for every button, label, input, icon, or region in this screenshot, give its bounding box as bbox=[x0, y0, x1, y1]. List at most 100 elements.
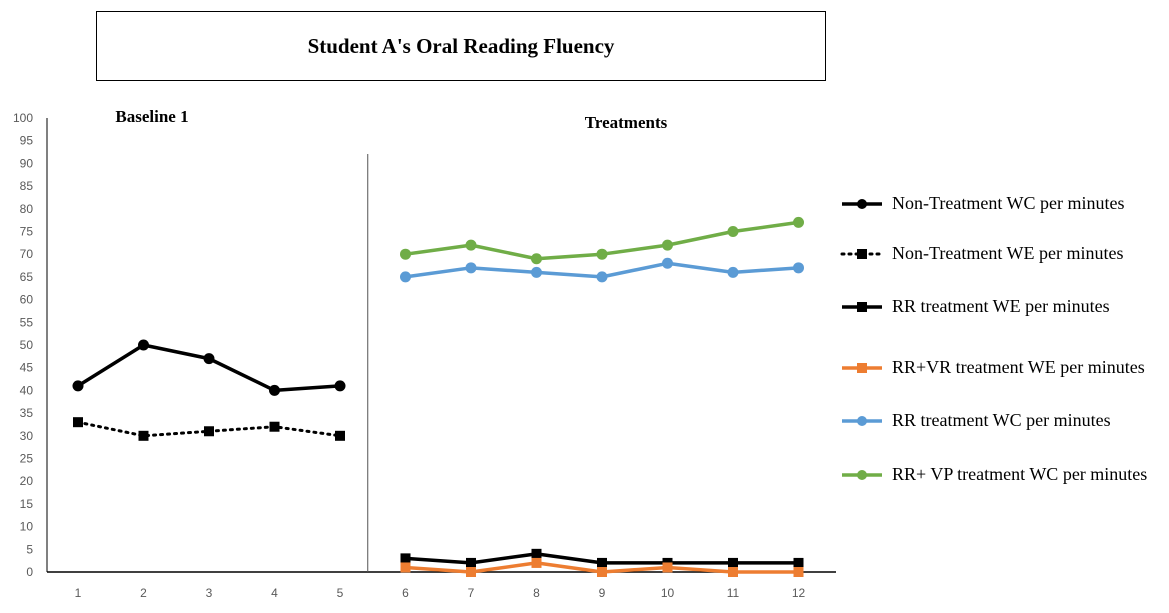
legend-label: Non-Treatment WE per minutes bbox=[892, 243, 1124, 263]
data-point bbox=[466, 557, 476, 568]
y-tick-label: 15 bbox=[20, 497, 34, 511]
legend-item: RR+ VP treatment WC per minutes bbox=[840, 464, 1147, 485]
data-point bbox=[465, 239, 477, 251]
y-tick-label: 100 bbox=[13, 111, 33, 125]
data-point bbox=[793, 567, 804, 577]
series-line bbox=[77, 343, 341, 393]
legend-swatch bbox=[842, 469, 882, 480]
data-point bbox=[596, 271, 608, 283]
data-point bbox=[531, 266, 542, 278]
x-tick-label: 6 bbox=[402, 586, 409, 600]
series-2 bbox=[73, 417, 345, 441]
data-point bbox=[597, 557, 607, 568]
legend-swatch bbox=[842, 301, 882, 312]
legend-swatch bbox=[842, 362, 882, 373]
x-tick-label: 12 bbox=[792, 586, 806, 600]
legend-label: RR treatment WC per minutes bbox=[892, 410, 1111, 430]
y-tick-label: 0 bbox=[26, 565, 33, 579]
phase-label-baseline: Baseline 1 bbox=[115, 107, 188, 126]
data-point bbox=[793, 557, 804, 568]
data-point bbox=[662, 562, 673, 573]
y-tick-label: 90 bbox=[20, 156, 34, 170]
y-tick-label: 35 bbox=[20, 406, 34, 420]
data-point bbox=[793, 262, 804, 274]
series-6 bbox=[400, 216, 804, 265]
data-point bbox=[728, 567, 738, 577]
legend-item: Non-Treatment WC per minutes bbox=[840, 193, 1124, 214]
legend-swatch bbox=[842, 198, 882, 209]
data-point bbox=[662, 257, 673, 269]
y-tick-label: 25 bbox=[20, 452, 34, 466]
data-point bbox=[793, 216, 804, 228]
y-tick-label: 80 bbox=[20, 202, 34, 216]
data-point bbox=[203, 353, 215, 365]
y-tick-label: 45 bbox=[20, 361, 34, 375]
legend-item: Non-Treatment WE per minutes bbox=[840, 243, 1123, 264]
data-point bbox=[400, 248, 411, 260]
data-point bbox=[400, 271, 411, 283]
series-5 bbox=[400, 257, 804, 283]
y-tick-label: 85 bbox=[20, 179, 34, 193]
x-tick-label: 7 bbox=[468, 586, 475, 600]
data-point bbox=[531, 548, 542, 559]
y-tick-label: 20 bbox=[20, 474, 34, 488]
y-tick-label: 70 bbox=[20, 247, 34, 261]
y-tick-label: 30 bbox=[20, 429, 34, 443]
x-tick-label: 4 bbox=[271, 586, 278, 600]
data-point bbox=[662, 239, 673, 251]
x-tick-label: 1 bbox=[75, 586, 82, 600]
y-tick-label: 95 bbox=[20, 134, 34, 148]
data-point bbox=[727, 266, 739, 278]
legend-swatch bbox=[842, 415, 882, 426]
legend-item: RR+VR treatment WE per minutes bbox=[840, 357, 1145, 378]
data-point bbox=[727, 226, 739, 237]
y-tick-label: 55 bbox=[20, 315, 34, 329]
phase-label-treatments: Treatments bbox=[585, 113, 668, 132]
data-point bbox=[72, 380, 84, 392]
series-3 bbox=[400, 548, 804, 568]
legend-label: Non-Treatment WC per minutes bbox=[892, 193, 1125, 213]
y-tick-label: 65 bbox=[20, 270, 34, 284]
x-tick-label: 3 bbox=[206, 586, 213, 600]
legend-label: RR+ VP treatment WC per minutes bbox=[892, 464, 1148, 484]
y-tick-label: 50 bbox=[20, 338, 34, 352]
data-point bbox=[73, 417, 83, 428]
x-tick-label: 2 bbox=[140, 586, 147, 600]
y-tick-label: 10 bbox=[20, 520, 34, 534]
legend-item: RR treatment WC per minutes bbox=[840, 410, 1111, 431]
x-tick-label: 9 bbox=[599, 586, 606, 600]
y-axis-ticks: 0 5 10 15 20 25 30 35 40 45 50 55 60 65 70 75 80 85 90 95 10… bbox=[13, 111, 33, 579]
data-point bbox=[400, 553, 411, 564]
legend-label: RR treatment WE per minutes bbox=[892, 296, 1110, 316]
data-point bbox=[334, 380, 346, 392]
x-tick-label: 11 bbox=[727, 586, 740, 600]
data-point bbox=[269, 384, 280, 396]
data-point bbox=[596, 248, 608, 260]
legend-label: RR+VR treatment WE per minutes bbox=[892, 357, 1145, 377]
data-point bbox=[597, 567, 607, 577]
data-point bbox=[138, 339, 149, 351]
data-point bbox=[335, 430, 345, 441]
y-tick-label: 60 bbox=[20, 293, 34, 307]
x-tick-label: 5 bbox=[337, 586, 344, 600]
x-tick-label: 8 bbox=[533, 586, 540, 600]
data-point bbox=[138, 430, 149, 441]
data-point bbox=[728, 557, 738, 568]
y-tick-label: 75 bbox=[20, 225, 34, 239]
data-point bbox=[400, 562, 411, 573]
data-point bbox=[531, 253, 542, 265]
legend-swatch bbox=[840, 248, 884, 259]
data-point bbox=[204, 426, 214, 437]
data-point bbox=[465, 262, 477, 274]
x-tick-label: 10 bbox=[661, 586, 675, 600]
data-point bbox=[466, 567, 476, 577]
y-tick-label: 40 bbox=[20, 383, 34, 397]
legend-item: RR treatment WE per minutes bbox=[840, 296, 1110, 317]
series-1 bbox=[72, 339, 346, 396]
data-point bbox=[269, 421, 280, 432]
x-axis-ticks: 1 2 3 4 5 6 7 8 9 10 11 12 bbox=[75, 586, 806, 600]
series-layer bbox=[72, 216, 804, 577]
chart-title: Student A's Oral Reading Fluency bbox=[96, 11, 826, 81]
y-tick-label: 5 bbox=[26, 542, 33, 556]
